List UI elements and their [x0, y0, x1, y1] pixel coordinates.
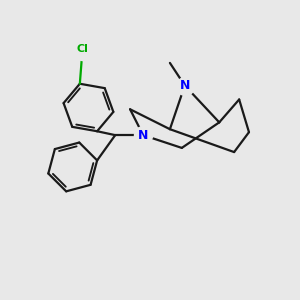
Text: N: N: [138, 129, 148, 142]
Text: Cl: Cl: [76, 44, 88, 54]
Text: N: N: [180, 79, 190, 92]
